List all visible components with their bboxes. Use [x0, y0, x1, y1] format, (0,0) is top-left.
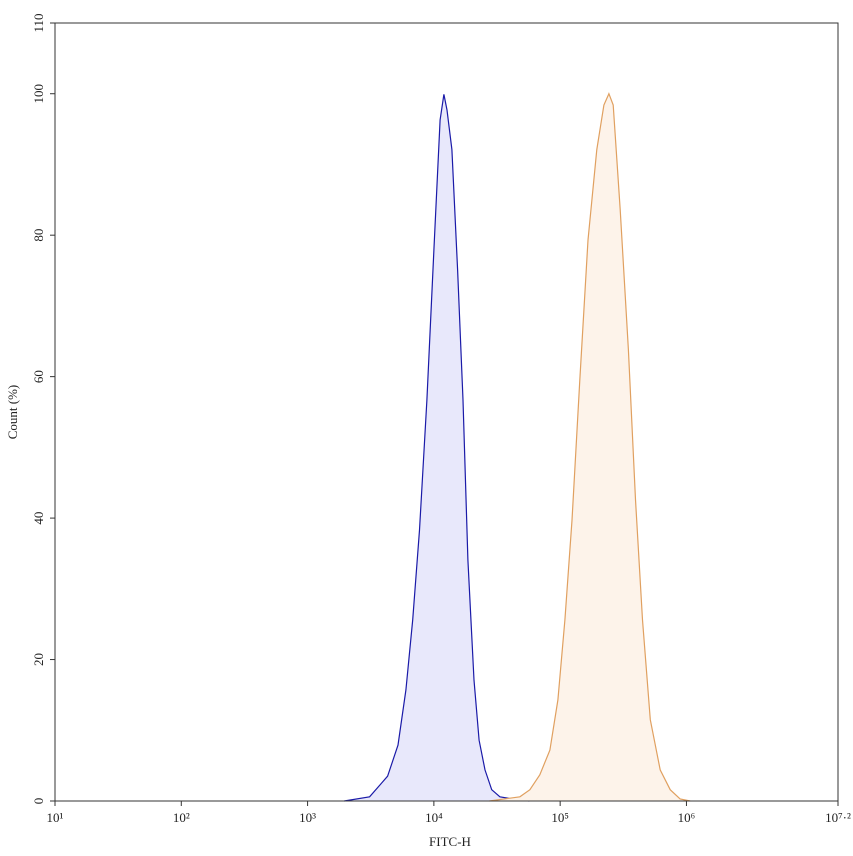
area: [344, 94, 530, 801]
y-tick-label: 100: [31, 84, 46, 104]
y-tick-label: 60: [31, 370, 46, 383]
x-tick-label: 10²: [173, 810, 190, 825]
x-tick-label: 10¹: [47, 810, 64, 825]
y-tick-label: 80: [31, 229, 46, 242]
plot-frame: [54, 22, 839, 802]
x-tick-label: 10⁷·²: [825, 810, 851, 825]
y-tick-label: 0: [31, 798, 46, 805]
line: [489, 92, 691, 802]
area: [489, 93, 691, 801]
x-tick-label: 10⁴: [425, 810, 443, 825]
y-axis-label: Count (%): [5, 385, 20, 440]
x-tick-label: 10⁶: [678, 810, 696, 825]
x-tick-label: 10⁵: [551, 810, 569, 825]
x-axis-label: FITC-H: [429, 834, 471, 849]
y-tick-label: 110: [31, 13, 46, 32]
line: [344, 94, 530, 802]
x-tick-label: 10³: [299, 810, 316, 825]
y-tick-label: 20: [31, 653, 46, 666]
y-tick-label: 40: [31, 512, 46, 525]
